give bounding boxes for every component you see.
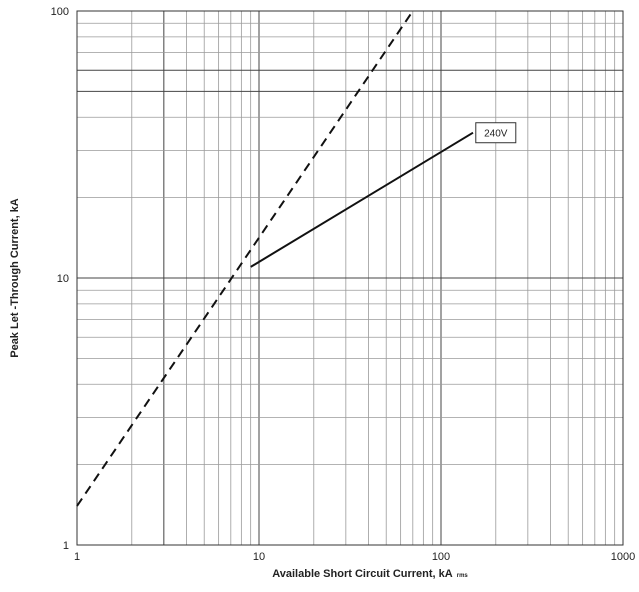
grid	[77, 11, 623, 545]
x-tick-label: 1000	[611, 551, 635, 563]
annotations: 240V	[475, 122, 517, 144]
series-line-240v	[250, 131, 474, 268]
x-tick-label: 1	[74, 551, 80, 563]
x-tick-label: 10	[253, 551, 265, 563]
y-tick-label: 100	[51, 6, 69, 18]
y-axis-label: Peak Let -Through Current, kA	[9, 198, 21, 358]
series-label: 240V	[484, 129, 508, 140]
dashed-series-line	[76, 10, 414, 507]
plot-frame	[76, 10, 624, 546]
x-axis-label: Available Short Circuit Current, kA rms	[272, 568, 468, 580]
x-tick-label: 100	[432, 551, 450, 563]
series-layer	[76, 10, 474, 507]
y-tick-label: 10	[57, 273, 69, 285]
tick-labels: 1 10 100 1000 1 10 100	[51, 6, 636, 563]
series-label-box	[475, 122, 517, 144]
y-tick-label: 1	[63, 540, 69, 552]
